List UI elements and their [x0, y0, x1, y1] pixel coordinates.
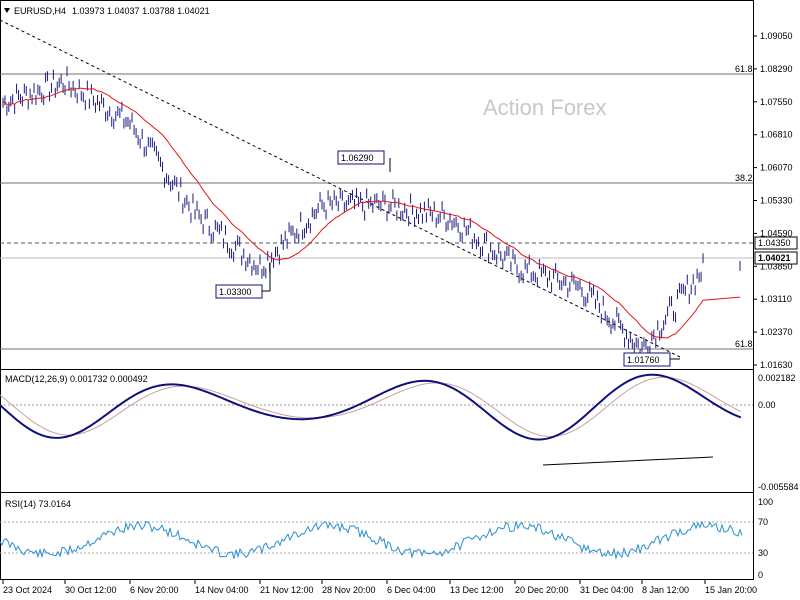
current-price-tag — [754, 251, 798, 265]
price-tick-label: 1.08290 — [760, 64, 793, 74]
price-pane — [0, 0, 754, 370]
time-tick-label: 15 Jan 20:00 — [705, 585, 757, 595]
rsi-tick-100: 100 — [758, 497, 773, 507]
macd-line — [0, 373, 742, 441]
level-price-tag — [754, 236, 798, 250]
macd-tick-zero: 0.00 — [758, 400, 776, 410]
time-tick-label: 31 Dec 04:00 — [580, 585, 634, 595]
time-axis: 23 Oct 2024 30 Oct 12:00 6 Nov 20:00 14 Nov… — [2, 580, 757, 595]
rsi-tick-0: 0 — [758, 570, 763, 580]
callout-high-box — [337, 150, 385, 165]
dropdown-icon[interactable] — [4, 8, 10, 13]
price-tick-label: 1.09050 — [760, 31, 793, 41]
time-tick-label: 20 Dec 20:00 — [515, 585, 569, 595]
price-tick-label: 1.03850 — [760, 261, 793, 271]
macd-signal-line — [0, 376, 742, 437]
time-tick-label: 14 Nov 04:00 — [195, 585, 249, 595]
ohlc-values: 1.03973 1.04037 1.03788 1.04021 — [72, 6, 210, 16]
price-axis: 1.09050 1.08290 1.07550 1.06810 1.06070 1.053… — [753, 31, 793, 370]
price-tick-label: 1.02370 — [760, 327, 793, 337]
price-tick-label: 1.06810 — [760, 130, 793, 140]
fib-label-2: 38.2 — [735, 173, 753, 183]
time-tick-label: 13 Dec 12:00 — [450, 585, 504, 595]
rsi-line — [0, 520, 743, 560]
rsi-label: RSI(14) 73.0164 — [5, 499, 71, 509]
level-price: 1.04350 — [758, 238, 791, 248]
trendline — [0, 19, 681, 358]
time-tick-label: 21 Nov 12:00 — [260, 585, 314, 595]
macd-tick-bottom: -0.005584 — [758, 482, 799, 492]
rsi-pane — [0, 492, 754, 580]
price-tick-label: 1.05330 — [760, 196, 793, 206]
time-tick-label: 8 Jan 12:00 — [642, 585, 689, 595]
current-price: 1.04021 — [758, 253, 791, 263]
callout-low1-box — [215, 284, 263, 299]
time-tick-label: 23 Oct 2024 — [3, 585, 52, 595]
time-tick-label: 30 Oct 12:00 — [65, 585, 117, 595]
fib-label-1: 61.8 — [735, 64, 753, 74]
symbol-label: EURUSD,H4 — [14, 6, 66, 16]
price-tick-label: 1.04590 — [760, 228, 793, 238]
macd-divergence-line — [542, 456, 714, 466]
watermark: Action Forex — [483, 95, 607, 120]
rsi-tick-70: 70 — [758, 517, 768, 527]
price-tick-label: 1.03110 — [760, 294, 792, 304]
price-tick-label: 1.06070 — [760, 163, 793, 173]
callout-high: 1.06290 — [341, 153, 374, 163]
price-tick-label: 1.07550 — [760, 97, 793, 107]
macd-label: MACD(12,26,9) 0.001732 0.000492 — [5, 374, 148, 384]
callout-low2-box — [623, 352, 671, 367]
rsi-tick-30: 30 — [758, 548, 768, 558]
macd-tick-top: 0.002182 — [758, 373, 796, 383]
price-tick-label: 1.01630 — [760, 360, 793, 370]
macd-pane — [0, 369, 754, 493]
fib-label-3: 61.8 — [735, 339, 753, 349]
time-tick-label: 28 Nov 20:00 — [322, 585, 376, 595]
moving-average-line — [2, 87, 741, 339]
time-tick-label: 6 Nov 20:00 — [130, 585, 179, 595]
callout-low2: 1.01760 — [627, 355, 660, 365]
time-tick-label: 6 Dec 04:00 — [387, 585, 436, 595]
callout-low1: 1.03300 — [219, 287, 252, 297]
price-series — [2, 66, 741, 359]
